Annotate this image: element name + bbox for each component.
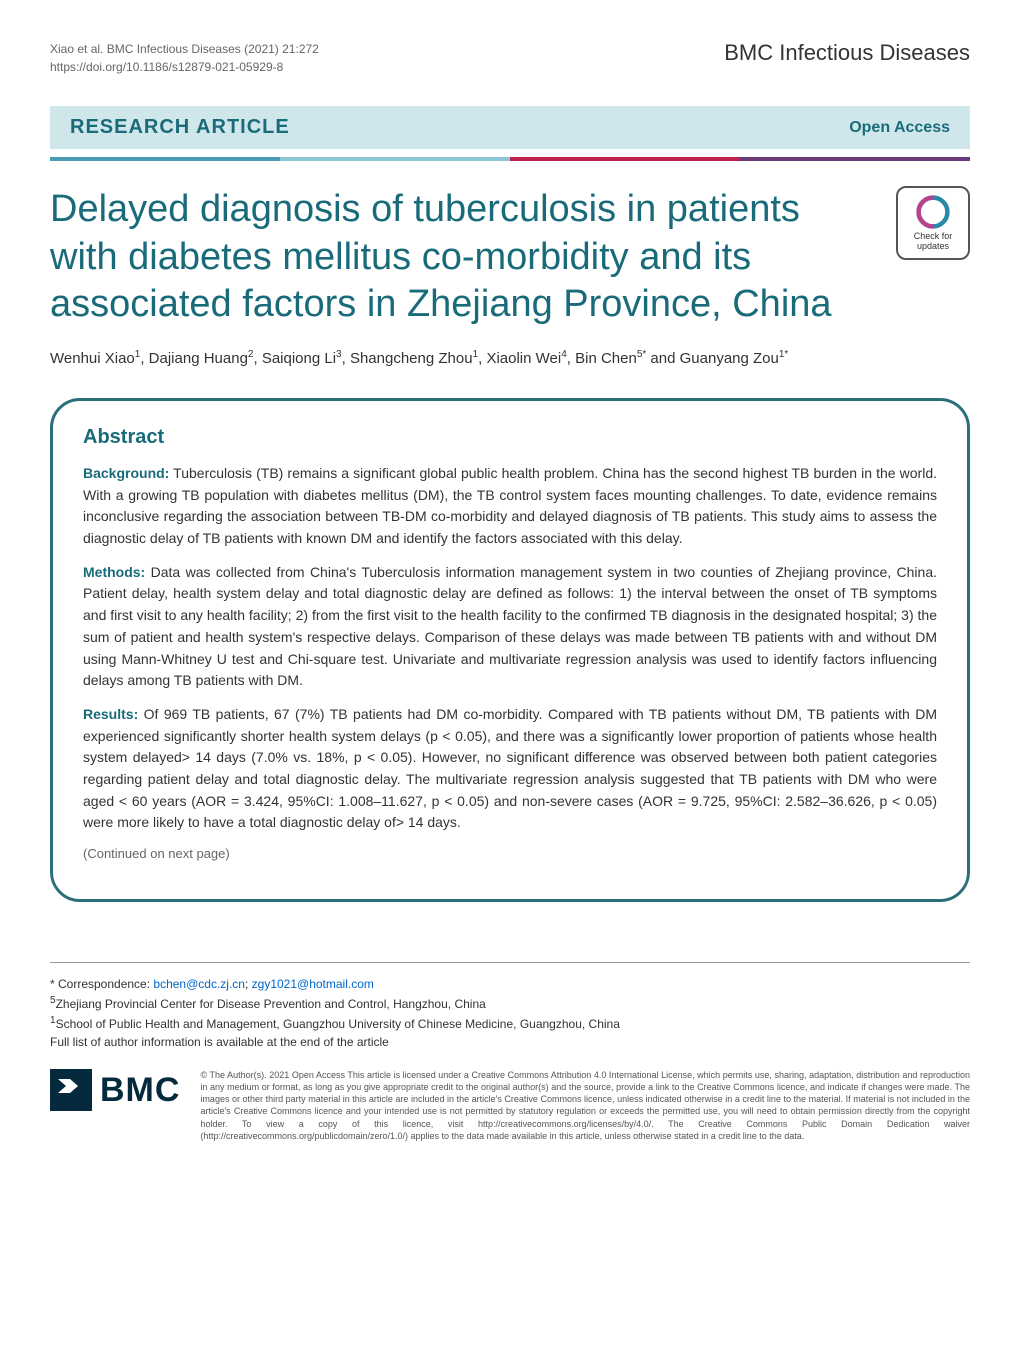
journal-name: BMC Infectious Diseases bbox=[724, 40, 970, 66]
citation-doi: https://doi.org/10.1186/s12879-021-05929… bbox=[50, 60, 283, 74]
citation-authors: Xiao et al. BMC Infectious Diseases bbox=[50, 42, 241, 56]
abstract-box: Abstract Background: Tuberculosis (TB) r… bbox=[50, 398, 970, 902]
license-text: © The Author(s). 2021 Open Access This a… bbox=[200, 1069, 970, 1142]
results-text: Of 969 TB patients, 67 (7%) TB patients … bbox=[83, 706, 937, 830]
open-access-label: Open Access bbox=[849, 119, 950, 137]
affiliation-1: School of Public Health and Management, … bbox=[56, 1017, 620, 1031]
check-updates-badge[interactable]: Check forupdates bbox=[896, 186, 970, 260]
correspondence-email-1[interactable]: bchen@cdc.zj.cn bbox=[153, 977, 245, 991]
correspondence-label: * Correspondence: bbox=[50, 977, 150, 991]
check-updates-icon bbox=[915, 194, 951, 230]
footer: * Correspondence: bchen@cdc.zj.cn; zgy10… bbox=[50, 962, 970, 1142]
color-strip bbox=[50, 157, 970, 161]
methods-text: Data was collected from China's Tubercul… bbox=[83, 564, 937, 688]
background-label: Background: bbox=[83, 465, 169, 481]
affiliation-5: Zhejiang Provincial Center for Disease P… bbox=[56, 997, 486, 1011]
abstract-methods: Methods: Data was collected from China's… bbox=[83, 562, 937, 692]
correspondence-block: * Correspondence: bchen@cdc.zj.cn; zgy10… bbox=[50, 975, 970, 1051]
article-title: Delayed diagnosis of tuberculosis in pat… bbox=[50, 186, 896, 329]
background-text: Tuberculosis (TB) remains a significant … bbox=[83, 465, 937, 546]
article-type-bar: RESEARCH ARTICLE Open Access bbox=[50, 106, 970, 149]
abstract-results: Results: Of 969 TB patients, 67 (7%) TB … bbox=[83, 704, 937, 834]
bmc-text: BMC bbox=[100, 1071, 180, 1110]
article-type-label: RESEARCH ARTICLE bbox=[70, 116, 290, 139]
header-row: Xiao et al. BMC Infectious Diseases (202… bbox=[50, 40, 970, 76]
bmc-logo: BMC bbox=[50, 1069, 180, 1111]
citation-year-vol: (2021) 21:272 bbox=[244, 42, 319, 56]
correspondence-email-2[interactable]: zgy1021@hotmail.com bbox=[252, 977, 374, 991]
bmc-flag-icon bbox=[50, 1069, 92, 1111]
methods-label: Methods: bbox=[83, 564, 145, 580]
results-label: Results: bbox=[83, 706, 138, 722]
continued-note: (Continued on next page) bbox=[83, 846, 937, 861]
full-list-note: Full list of author information is avail… bbox=[50, 1035, 389, 1049]
citation-block: Xiao et al. BMC Infectious Diseases (202… bbox=[50, 40, 319, 76]
abstract-heading: Abstract bbox=[83, 426, 937, 449]
check-updates-text: Check forupdates bbox=[914, 232, 953, 252]
authors-line: Wenhui Xiao1, Dajiang Huang2, Saiqiong L… bbox=[50, 347, 970, 371]
abstract-background: Background: Tuberculosis (TB) remains a … bbox=[83, 463, 937, 550]
